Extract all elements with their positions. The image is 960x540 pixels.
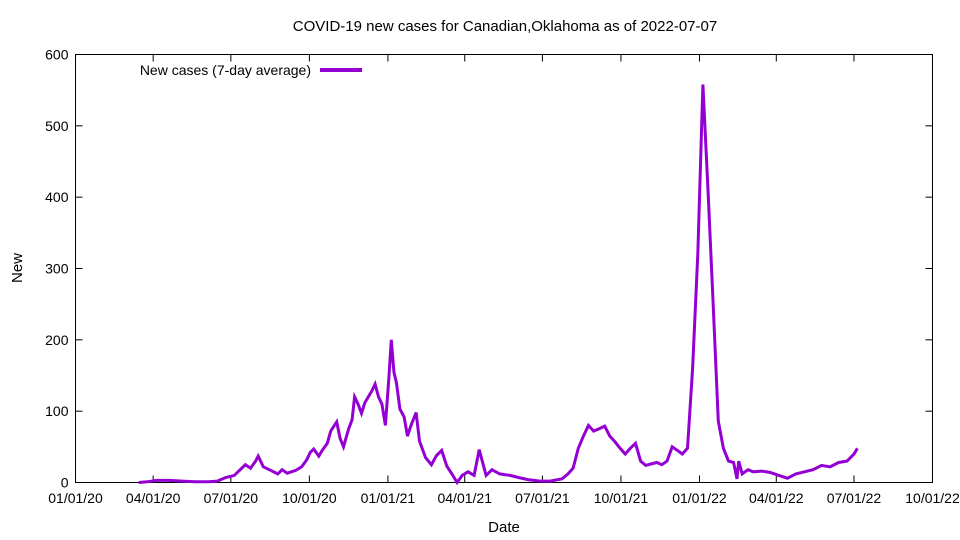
x-tick-label: 04/01/22 (749, 490, 804, 506)
plot-area (75, 54, 933, 483)
y-tick-label: 500 (45, 118, 69, 134)
x-axis-title: Date (488, 519, 520, 536)
y-tick-label: 400 (45, 189, 69, 205)
legend: New cases (7-day average) (140, 62, 362, 78)
x-tick-label: 07/01/21 (515, 490, 570, 506)
x-axis: 01/01/20 04/01/20 07/01/20 10/01/20 01/01/21… (48, 54, 960, 506)
y-tick-label: 600 (45, 47, 69, 63)
x-tick-label: 10/01/20 (282, 490, 337, 506)
y-tick-label: 0 (61, 475, 69, 491)
x-tick-label: 01/01/22 (672, 490, 727, 506)
y-axis: 0 100 200 300 400 500 600 (45, 47, 933, 491)
x-tick-label: 01/01/20 (48, 490, 103, 506)
legend-label: New cases (7-day average) (140, 62, 311, 78)
x-tick-label: 07/01/22 (827, 490, 882, 506)
x-tick-label: 01/01/21 (361, 490, 416, 506)
chart-title: COVID-19 new cases for Canadian,Oklahoma… (293, 18, 717, 35)
x-tick-label: 04/01/21 (437, 490, 492, 506)
y-tick-label: 300 (45, 261, 69, 277)
y-tick-label: 200 (45, 332, 69, 348)
y-axis-title: New (9, 253, 26, 283)
x-tick-label: 10/01/22 (905, 490, 960, 506)
series-group (138, 84, 859, 486)
x-tick-label: 10/01/21 (594, 490, 649, 506)
series-line (138, 84, 859, 486)
x-tick-label: 07/01/20 (204, 490, 259, 506)
x-tick-label: 04/01/20 (126, 490, 181, 506)
y-tick-label: 100 (45, 403, 69, 419)
